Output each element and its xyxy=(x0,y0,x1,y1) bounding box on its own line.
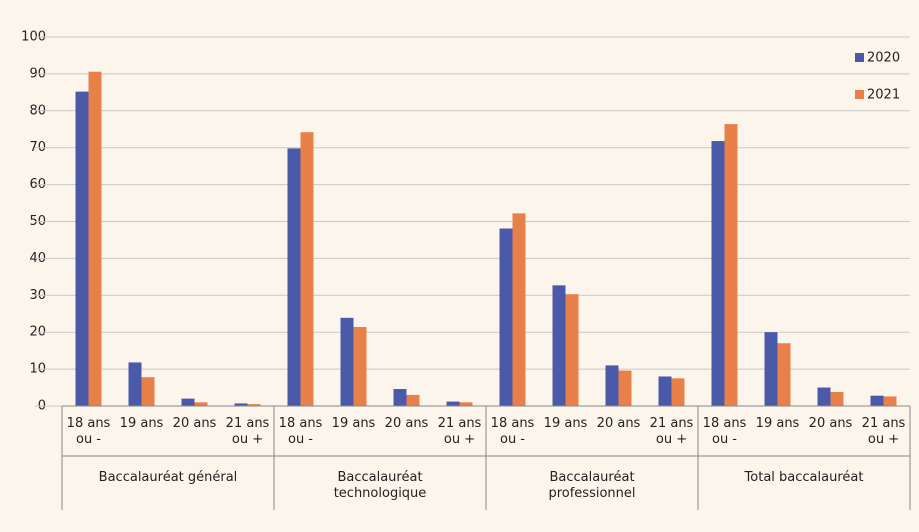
legend-label: 2021 xyxy=(867,88,900,103)
bar xyxy=(711,141,725,407)
group-label: Baccalauréat technologique xyxy=(333,470,427,501)
x-tick-label: 21 ans ou + xyxy=(225,416,270,447)
x-tick-label: 18 ans ou - xyxy=(490,416,535,447)
x-tick-label: 21 ans ou + xyxy=(861,416,906,447)
bar xyxy=(194,402,208,406)
bar xyxy=(764,332,778,406)
bar xyxy=(565,294,579,406)
legend-swatch xyxy=(855,53,864,62)
bar xyxy=(817,387,831,406)
bar xyxy=(234,403,248,406)
x-tick-label: 20 ans xyxy=(172,416,217,431)
bar xyxy=(512,213,526,406)
x-tick-label: 18 ans ou - xyxy=(278,416,323,447)
x-tick-label: 20 ans xyxy=(808,416,853,431)
bar xyxy=(658,376,672,406)
bar xyxy=(406,394,420,406)
x-tick-label: 19 ans xyxy=(119,416,164,431)
bar xyxy=(141,377,155,406)
bar xyxy=(724,124,738,407)
legend-swatch xyxy=(855,90,864,99)
bar xyxy=(287,148,301,407)
group-label: Baccalauréat général xyxy=(98,470,238,485)
bar xyxy=(777,343,791,406)
bar xyxy=(75,91,89,406)
x-tick-label: 21 ans ou + xyxy=(649,416,694,447)
x-tick-label: 18 ans ou - xyxy=(702,416,747,447)
bar xyxy=(353,327,367,406)
x-tick-label: 20 ans xyxy=(384,416,429,431)
legend-label: 2020 xyxy=(867,51,900,66)
bar xyxy=(459,402,473,406)
bar xyxy=(618,370,632,406)
bar xyxy=(605,365,619,406)
bar xyxy=(393,389,407,406)
bar xyxy=(247,404,261,406)
bar xyxy=(128,362,142,406)
x-tick-label: 20 ans xyxy=(596,416,641,431)
bar xyxy=(671,378,685,406)
x-tick-label: 19 ans xyxy=(755,416,800,431)
group-label: Total baccalauréat xyxy=(744,470,864,485)
x-tick-label: 18 ans ou - xyxy=(66,416,111,447)
bar xyxy=(870,395,884,406)
bar xyxy=(300,132,314,406)
group-label: Baccalauréat professionnel xyxy=(548,470,636,501)
bar xyxy=(499,228,513,406)
x-tick-label: 21 ans ou + xyxy=(437,416,482,447)
bar xyxy=(830,391,844,406)
x-tick-label: 19 ans xyxy=(331,416,376,431)
bar xyxy=(883,396,897,406)
bar xyxy=(446,401,460,406)
bar xyxy=(552,285,566,406)
x-tick-label: 19 ans xyxy=(543,416,588,431)
bar xyxy=(88,71,102,406)
y-tick-label: 100 xyxy=(21,30,46,45)
bar xyxy=(181,398,195,406)
bar xyxy=(340,317,354,406)
